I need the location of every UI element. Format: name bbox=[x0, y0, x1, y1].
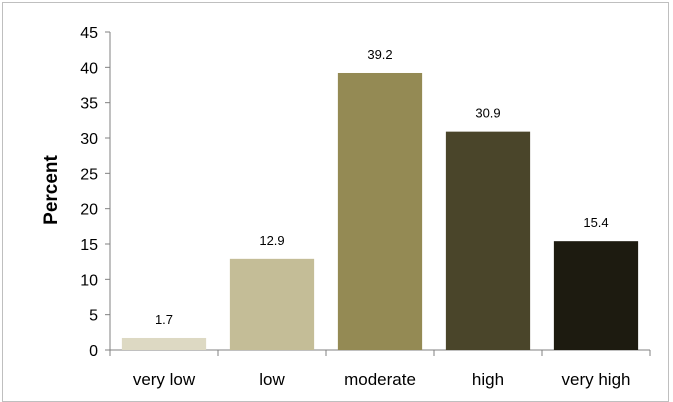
x-tick-label: very high bbox=[562, 370, 631, 389]
data-label: 30.9 bbox=[475, 106, 500, 121]
bar-very-high bbox=[553, 241, 639, 350]
x-axis: very low low moderate high very high bbox=[109, 349, 651, 389]
y-axis-label: Percent bbox=[41, 154, 62, 224]
bar-moderate bbox=[337, 72, 423, 350]
data-label: 12.9 bbox=[259, 233, 284, 248]
y-tick-label: 40 bbox=[80, 60, 98, 77]
x-tick-label: high bbox=[472, 370, 504, 389]
y-tick-label: 5 bbox=[89, 308, 98, 325]
bar-high bbox=[445, 131, 531, 350]
data-label: 39.2 bbox=[367, 47, 392, 62]
x-tick-label: low bbox=[259, 370, 285, 389]
y-tick-label: 30 bbox=[80, 131, 98, 148]
y-tick-label: 20 bbox=[80, 202, 98, 219]
y-tick-label: 10 bbox=[80, 272, 98, 289]
data-labels: 1.7 12.9 39.2 30.9 15.4 bbox=[155, 47, 609, 327]
x-tick-label: very low bbox=[133, 370, 196, 389]
y-tick-label: 45 bbox=[80, 25, 98, 42]
bar-low bbox=[229, 258, 315, 350]
y-tick-label: 15 bbox=[80, 237, 98, 254]
bars bbox=[121, 72, 639, 350]
x-tick-label: moderate bbox=[344, 370, 416, 389]
bar-very-low bbox=[121, 337, 207, 350]
y-tick-label: 35 bbox=[80, 96, 98, 113]
data-label: 15.4 bbox=[583, 215, 608, 230]
y-tick-label: 0 bbox=[89, 343, 98, 360]
data-label: 1.7 bbox=[155, 312, 173, 327]
y-tick-label: 25 bbox=[80, 166, 98, 183]
y-axis: 0 5 10 15 20 25 30 35 40 45 bbox=[80, 25, 111, 360]
